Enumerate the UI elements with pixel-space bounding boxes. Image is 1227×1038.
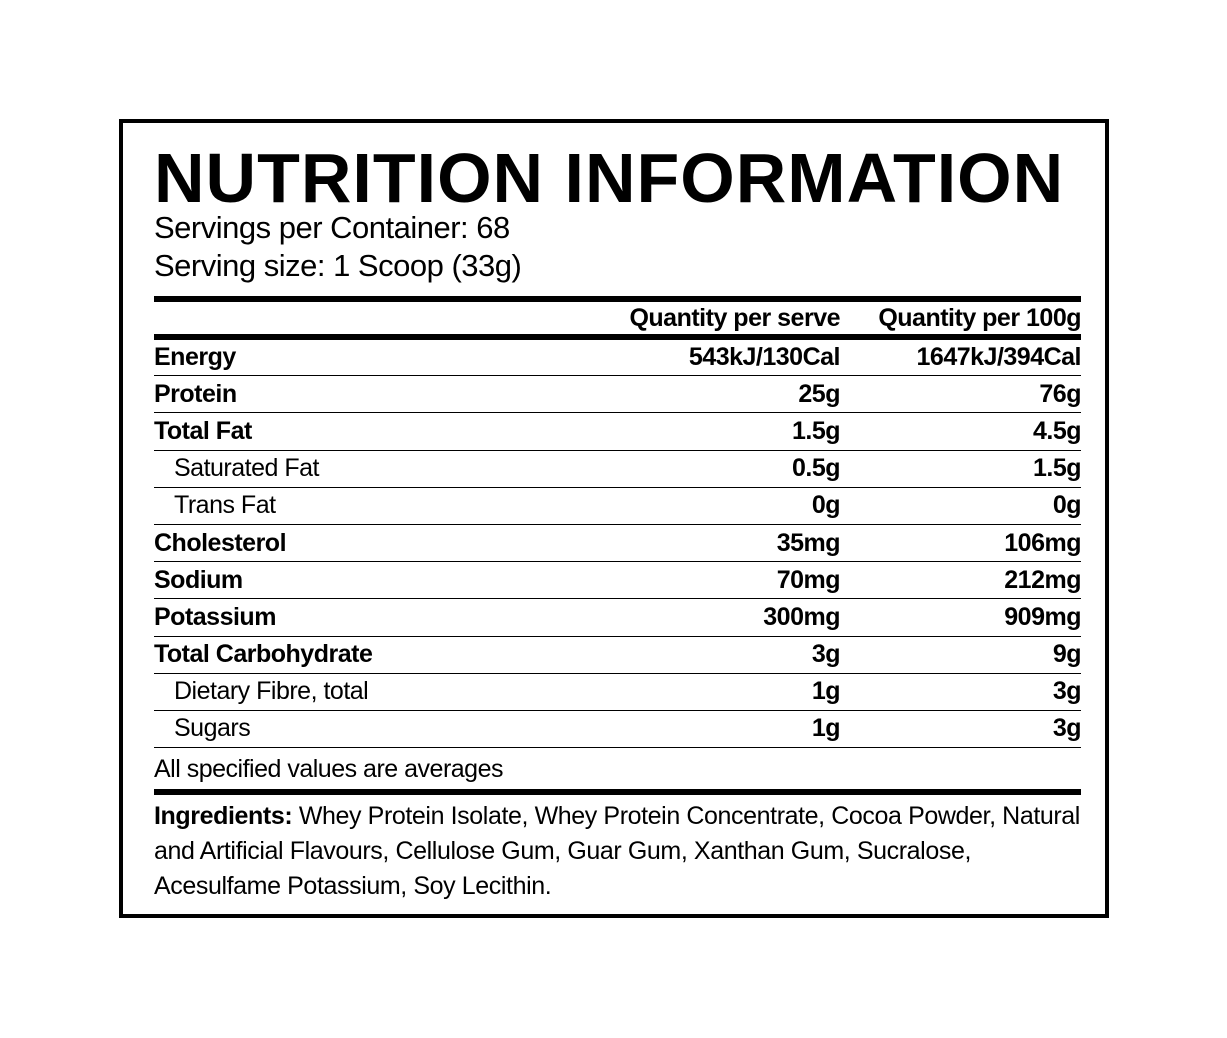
table-row: Total Carbohydrate 3g 9g [154, 637, 1082, 674]
nutrient-name: Protein [154, 379, 237, 408]
table-row: Dietary Fibre, total 1g 3g [154, 674, 1082, 711]
nutrient-value: 106mg [1004, 528, 1081, 557]
nutrient-value: 1.5g [791, 416, 841, 445]
table-header: Quantity per serve Quantity per 100g [154, 302, 1081, 334]
nutrient-value: 3g [1052, 677, 1082, 706]
ingredients-text: Whey Protein Isolate, Whey Protein Conce… [154, 802, 1080, 900]
nutrient-value: 25g [798, 379, 840, 408]
table-row: Sugars 1g 3g [154, 711, 1082, 749]
nutrient-value: 1g [811, 714, 841, 743]
nutrient-value: 0.5g [791, 454, 841, 483]
nutrient-value: 300mg [763, 602, 840, 631]
nutrient-name: Energy [154, 342, 236, 371]
table-row: Potassium 300mg 909mg [154, 599, 1082, 637]
nutrient-name: Sodium [154, 565, 243, 594]
nutrient-value: 0g [811, 491, 841, 520]
ingredients-label: Ingredients: [154, 802, 293, 830]
nutrient-value: 1647kJ/394Cal [916, 342, 1082, 371]
servings: Servings per Container: 68 [154, 210, 510, 245]
nutrient-value: 543kJ/130Cal [688, 342, 841, 371]
nutrient-name: Sugars [174, 714, 251, 743]
table-row: Cholesterol 35mg 106mg [154, 525, 1082, 563]
nutrient-value: 3g [1052, 714, 1082, 743]
nutrient-value: 1.5g [1032, 454, 1082, 483]
nutrient-name: Potassium [154, 602, 276, 631]
table-row: Energy 543kJ/130Cal 1647kJ/394Cal [154, 339, 1082, 377]
nutrient-name: Dietary Fibre, total [174, 677, 369, 706]
nutrient-value: 4.5g [1032, 416, 1082, 445]
nutrient-name: Trans Fat [174, 491, 276, 520]
nutrient-value: 0g [1052, 491, 1082, 520]
table-row: Sodium 70mg 212mg [154, 562, 1082, 600]
table-body: Energy 543kJ/130Cal 1647kJ/394Cal Protein 25… [154, 339, 1082, 749]
nutrient-name: Total Fat [154, 416, 252, 445]
nutrient-value: 9g [1052, 640, 1082, 669]
header-cell: Quantity per 100g [878, 303, 1081, 332]
title: NUTRITION INFORMATION [154, 139, 1065, 217]
nutrient-value: 76g [1039, 379, 1081, 408]
nutrient-value: 212mg [1004, 565, 1081, 594]
rule [154, 334, 1081, 340]
footnote: All specified values are averages [154, 755, 503, 783]
nutrient-value: 1g [811, 677, 841, 706]
table-row: Protein 25g 76g [154, 376, 1082, 414]
rule [154, 789, 1081, 795]
nutrient-value: 70mg [776, 565, 841, 594]
nutrient-value: 909mg [1004, 602, 1081, 631]
header-cell: Quantity per serve [629, 303, 840, 332]
rule [154, 296, 1081, 302]
nutrient-name: Cholesterol [154, 528, 287, 557]
nutrient-name: Total Carbohydrate [154, 640, 373, 669]
table-row: Saturated Fat 0.5g 1.5g [154, 451, 1082, 488]
table-row: Total Fat 1.5g 4.5g [154, 413, 1082, 451]
nutrient-value: 35mg [776, 528, 841, 557]
nutrient-name: Saturated Fat [174, 454, 319, 483]
table-row: Trans Fat 0g 0g [154, 488, 1082, 525]
nutrient-value: 3g [811, 640, 841, 669]
ingredients: Ingredients: Whey Protein Isolate, Whey … [154, 799, 1081, 904]
serving-size: Serving size: 1 Scoop (33g) [154, 248, 522, 283]
label-box: NUTRITION INFORMATION Servings per Conta… [119, 119, 1109, 918]
